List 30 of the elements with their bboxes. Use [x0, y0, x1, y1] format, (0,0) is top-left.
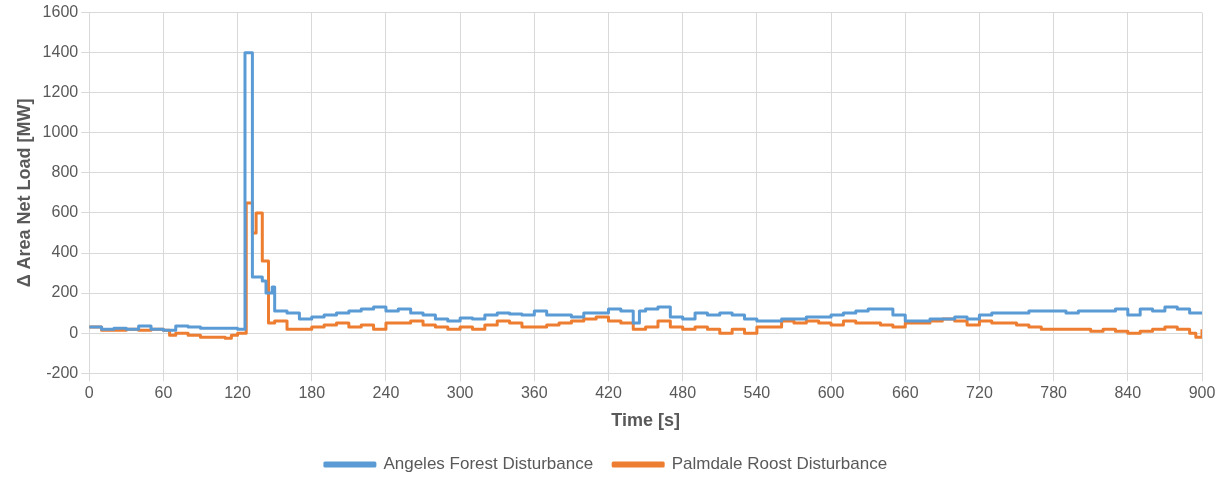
x-tick-label: 540 — [743, 384, 771, 402]
legend-label: Palmdale Roost Disturbance — [671, 454, 888, 474]
x-tick-label: 0 — [84, 384, 94, 402]
x-tick-label: 180 — [298, 384, 326, 402]
y-tick-label: 400 — [51, 243, 79, 261]
y-tick-label: 1000 — [42, 123, 79, 141]
legend-label: Angeles Forest Disturbance — [383, 454, 594, 474]
y-axis-title: Δ Area Net Load [MW] — [13, 98, 34, 288]
y-tick-label: 1200 — [42, 83, 79, 101]
x-tick-label: 900 — [1188, 384, 1216, 402]
x-tick-label: 120 — [224, 384, 252, 402]
x-tick-label: 840 — [1114, 384, 1142, 402]
x-tick-label: 300 — [446, 384, 474, 402]
y-tick-label: 1600 — [42, 3, 79, 21]
y-tick-label: 0 — [69, 323, 79, 341]
x-tick-label: 240 — [372, 384, 400, 402]
y-tick-label: 1400 — [42, 43, 79, 61]
y-tick-label: 800 — [51, 163, 79, 181]
y-tick-label: -200 — [46, 363, 79, 381]
x-tick-label: 60 — [154, 384, 173, 402]
x-tick-label: 480 — [669, 384, 697, 402]
x-tick-label: 360 — [520, 384, 548, 402]
y-tick-label: 600 — [51, 203, 79, 221]
x-tick-label: 720 — [966, 384, 993, 402]
x-axis-title: Time [s] — [611, 410, 680, 431]
x-tick-label: 420 — [595, 384, 622, 402]
x-tick-label: 660 — [891, 384, 919, 402]
x-tick-label: 600 — [817, 384, 845, 402]
y-tick-label: 200 — [51, 283, 79, 301]
x-tick-label: 780 — [1040, 384, 1068, 402]
